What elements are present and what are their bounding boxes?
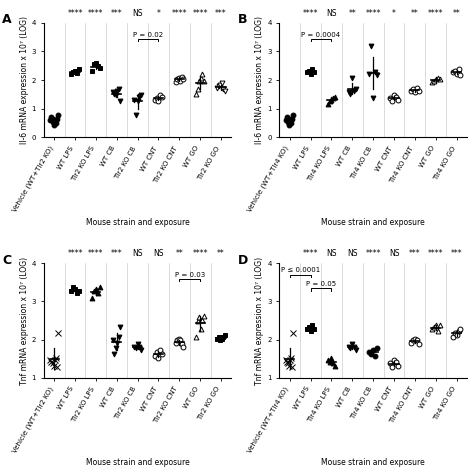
Text: ***: *** — [111, 9, 122, 18]
Text: NS: NS — [326, 249, 337, 258]
Text: ***: *** — [215, 9, 227, 18]
Text: NS: NS — [389, 249, 399, 258]
Text: D: D — [238, 254, 248, 267]
Text: *: * — [156, 9, 160, 18]
Y-axis label: Il-6 mRNA expression x 10⁷ (LOG): Il-6 mRNA expression x 10⁷ (LOG) — [20, 16, 29, 144]
Text: *: * — [392, 9, 396, 18]
Text: ****: **** — [303, 9, 319, 18]
Text: P = 0.03: P = 0.03 — [174, 272, 205, 278]
Text: ***: *** — [409, 249, 421, 258]
Text: A: A — [2, 13, 12, 27]
Text: P = 0.0004: P = 0.0004 — [301, 31, 341, 37]
Text: **: ** — [217, 249, 225, 258]
Text: P ≤ 0.0001: P ≤ 0.0001 — [281, 267, 320, 273]
X-axis label: Mouse strain and exposure: Mouse strain and exposure — [86, 218, 190, 227]
Text: NS: NS — [326, 9, 337, 18]
Text: ****: **** — [88, 249, 104, 258]
X-axis label: Mouse strain and exposure: Mouse strain and exposure — [86, 458, 190, 467]
Text: B: B — [238, 13, 247, 27]
Text: ****: **** — [67, 9, 83, 18]
Text: ****: **** — [428, 9, 444, 18]
Text: ****: **** — [303, 249, 319, 258]
Text: **: ** — [175, 249, 183, 258]
Text: ****: **** — [365, 249, 381, 258]
Text: NS: NS — [132, 249, 143, 258]
Text: ****: **** — [192, 9, 208, 18]
Text: **: ** — [453, 9, 461, 18]
Text: **: ** — [411, 9, 419, 18]
Text: ***: *** — [111, 249, 122, 258]
Text: ****: **** — [67, 249, 83, 258]
Text: ****: **** — [192, 249, 208, 258]
Text: ****: **** — [88, 9, 104, 18]
Text: P = 0.02: P = 0.02 — [133, 31, 163, 37]
Y-axis label: Il-6 mRNA expression x 10⁷ (LOG): Il-6 mRNA expression x 10⁷ (LOG) — [255, 16, 264, 144]
X-axis label: Mouse strain and exposure: Mouse strain and exposure — [321, 458, 425, 467]
Text: ***: *** — [451, 249, 463, 258]
X-axis label: Mouse strain and exposure: Mouse strain and exposure — [321, 218, 425, 227]
Text: NS: NS — [132, 9, 143, 18]
Text: NS: NS — [153, 249, 164, 258]
Text: **: ** — [348, 9, 356, 18]
Y-axis label: Tnf mRNA expression x 10⁷ (LOG): Tnf mRNA expression x 10⁷ (LOG) — [255, 256, 264, 384]
Text: ****: **** — [172, 9, 187, 18]
Y-axis label: Tnf mRNA expression x 10⁷ (LOG): Tnf mRNA expression x 10⁷ (LOG) — [20, 256, 29, 384]
Text: C: C — [2, 254, 11, 267]
Text: P = 0.05: P = 0.05 — [306, 281, 336, 287]
Text: ****: **** — [365, 9, 381, 18]
Text: ****: **** — [428, 249, 444, 258]
Text: NS: NS — [347, 249, 357, 258]
